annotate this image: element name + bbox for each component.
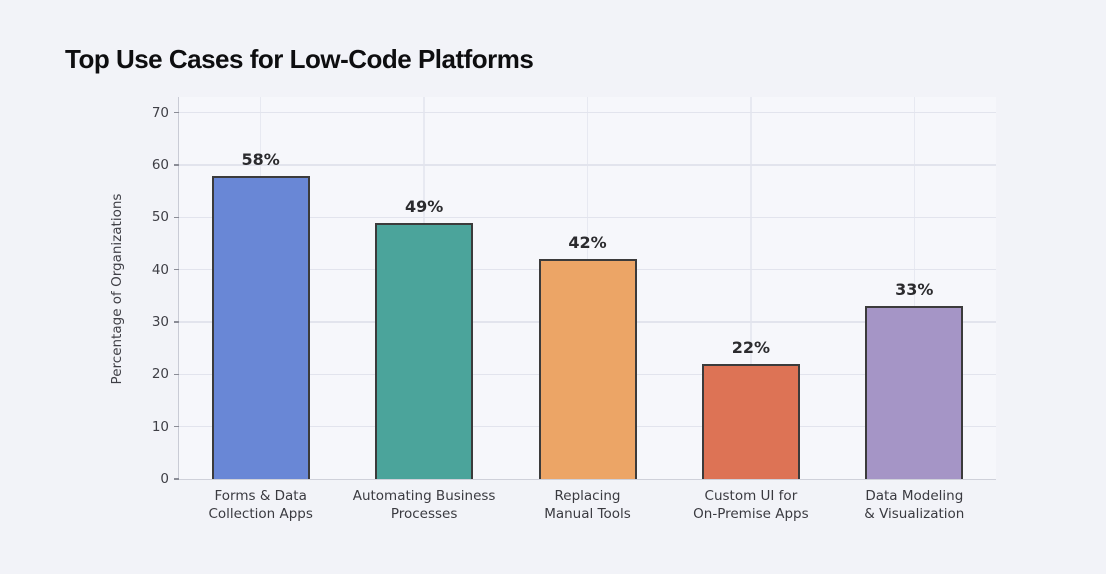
bar-value-label: 58% <box>241 149 280 169</box>
bar-value-label: 42% <box>568 233 607 253</box>
y-gridline <box>179 164 996 166</box>
y-tick-label: 40 <box>151 261 169 278</box>
x-tick-label: Data Modeling & Visualization <box>864 488 965 522</box>
bar <box>865 306 964 479</box>
x-gridline <box>750 97 752 479</box>
y-tick-mark <box>174 164 179 166</box>
y-tick-mark <box>174 426 179 428</box>
plot-area: 0 10 20 30 40 50 60 70 58% Forms & Data Collectio… <box>152 97 996 522</box>
y-tick-mark <box>174 112 179 114</box>
bar <box>375 222 474 479</box>
y-tick-mark <box>174 321 179 323</box>
y-tick-label: 70 <box>151 104 169 121</box>
y-tick-mark <box>174 373 179 375</box>
bar <box>701 363 800 479</box>
y-tick-label: 0 <box>160 471 169 487</box>
y-tick-mark <box>174 216 179 219</box>
y-tick-mark <box>174 269 179 271</box>
bar <box>538 259 637 479</box>
bar-value-label: 22% <box>731 337 771 357</box>
bar <box>211 175 310 479</box>
x-tick-label: Automating Business Processes <box>352 488 496 522</box>
x-gridline <box>913 97 915 479</box>
bar-value-label: 33% <box>895 280 934 300</box>
x-tick-label: Custom UI for On-Premise Apps <box>693 488 809 522</box>
y-tick-label: 60 <box>151 157 169 174</box>
y-tick-label: 30 <box>151 314 169 331</box>
y-tick-mark <box>174 478 179 480</box>
x-tick-label: Forms & Data Collection Apps <box>208 488 313 522</box>
y-tick-label: 50 <box>151 209 169 226</box>
x-tick-label: Replacing Manual Tools <box>544 488 631 522</box>
y-axis-title: Percentage of Organizations <box>109 193 125 385</box>
y-gridline <box>179 112 996 114</box>
y-tick-label: 10 <box>151 418 169 435</box>
y-gridline <box>179 216 996 219</box>
chart-title: Top Use Cases for Low-Code Platforms <box>65 44 534 74</box>
y-tick-label: 20 <box>151 366 169 383</box>
bar-value-label: 49% <box>404 196 444 216</box>
